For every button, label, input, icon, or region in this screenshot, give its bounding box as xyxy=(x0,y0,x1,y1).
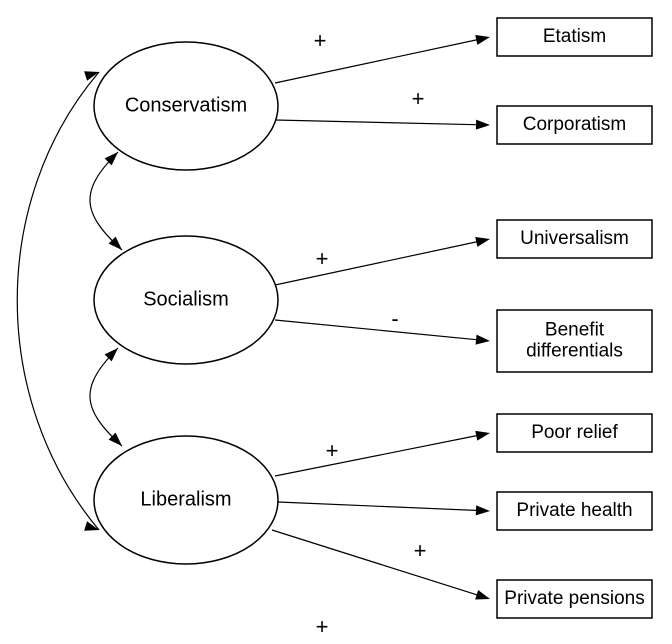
curve-cons_soc xyxy=(90,152,122,250)
sign-lib_privpensions: + xyxy=(414,538,427,563)
curve-head-start-cons_lib xyxy=(84,71,99,81)
box-label-privpensions-0: Private pensions xyxy=(504,588,644,609)
arrowhead-soc_benefit xyxy=(476,335,490,345)
curve-soc_lib xyxy=(90,348,122,446)
sign-cons_corporatism: + xyxy=(412,86,425,111)
edges-layer xyxy=(272,35,490,600)
sign-lib_poorrelief: + xyxy=(326,438,339,463)
arrowhead-soc_universalism xyxy=(475,237,490,247)
node-socialism: Socialism xyxy=(94,236,278,364)
curve-cons_lib xyxy=(17,72,99,530)
sign-soc_benefit: - xyxy=(391,306,398,331)
node-conservatism: Conservatism xyxy=(94,42,278,170)
box-label-benefit-0: Benefit xyxy=(545,320,605,341)
box-privhealth: Private health xyxy=(497,492,652,530)
edge-soc_benefit xyxy=(275,320,482,340)
box-label-corporatism-0: Corporatism xyxy=(523,114,626,135)
edge-cons_etatism xyxy=(275,39,482,83)
box-label-universalism-0: Universalism xyxy=(520,228,629,249)
ellipse-layer: Conservatism Socialism Liberalism xyxy=(94,42,278,564)
edge-soc_universalism xyxy=(275,241,482,285)
box-poorrelief: Poor relief xyxy=(497,414,652,452)
node-liberalism: Liberalism xyxy=(94,436,278,564)
box-label-etatism-0: Etatism xyxy=(543,26,606,47)
label-conservatism: Conservatism xyxy=(125,94,247,116)
label-socialism: Socialism xyxy=(143,288,229,310)
diagram-canvas: Conservatism Socialism Liberalism Etatism C… xyxy=(0,0,672,644)
box-layer: Etatism Corporatism Universalism Benefitdif… xyxy=(497,18,652,618)
curve-head-end-cons_lib xyxy=(84,521,99,531)
box-etatism: Etatism xyxy=(497,18,652,56)
box-label-benefit-1: differentials xyxy=(526,341,623,362)
arrowhead-lib_privpensions xyxy=(475,590,490,600)
box-benefit: Benefitdifferentials xyxy=(497,310,652,372)
box-corporatism: Corporatism xyxy=(497,106,652,144)
box-label-poorrelief-0: Poor relief xyxy=(531,422,618,443)
sign-cons_etatism: + xyxy=(314,28,327,53)
box-label-privhealth-0: Private health xyxy=(516,500,632,521)
arrowhead-cons_corporatism xyxy=(476,120,490,130)
box-universalism: Universalism xyxy=(497,220,652,258)
edge-lib_privhealth xyxy=(278,502,482,511)
label-liberalism: Liberalism xyxy=(140,488,231,510)
sign-soc_universalism: + xyxy=(316,246,329,271)
arrowhead-lib_poorrelief xyxy=(475,431,490,441)
arrowhead-cons_etatism xyxy=(475,35,490,45)
edge-lib_privpensions xyxy=(272,530,482,596)
edge-cons_corporatism xyxy=(275,120,482,125)
sign-extra_plus: + xyxy=(316,614,329,639)
edge-lib_poorrelief xyxy=(275,435,482,476)
box-privpensions: Private pensions xyxy=(497,580,652,618)
arrowhead-lib_privhealth xyxy=(476,505,490,515)
